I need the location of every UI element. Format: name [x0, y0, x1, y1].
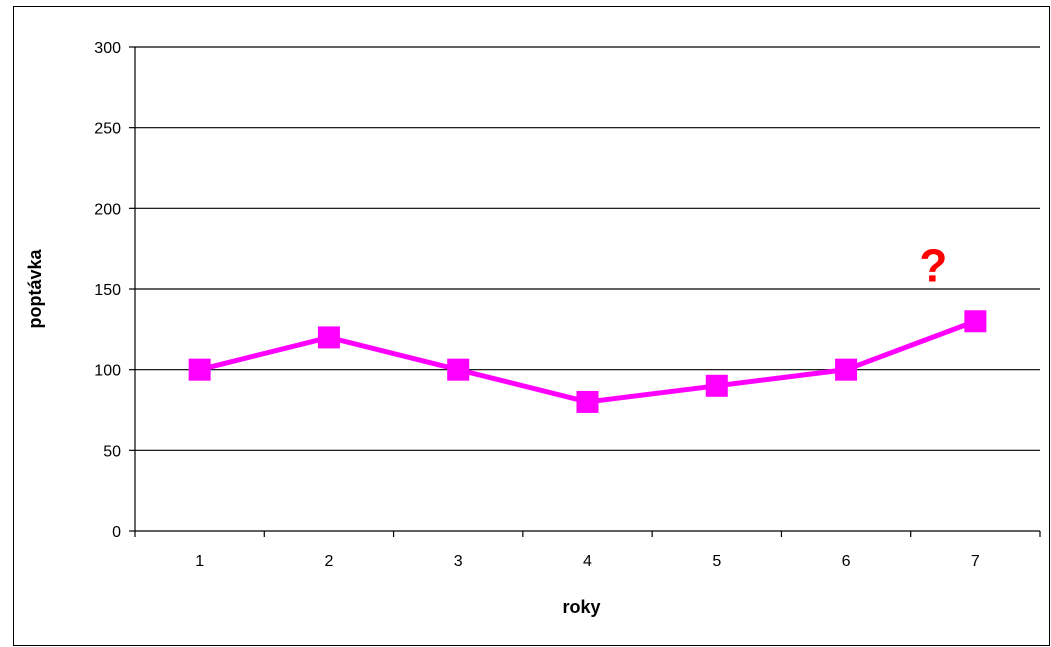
x-tick-label: 7 — [971, 553, 980, 570]
data-point-marker — [188, 358, 211, 381]
x-tick-label: 3 — [454, 553, 463, 570]
y-tick-label: 0 — [112, 524, 121, 541]
series-demand — [188, 310, 987, 413]
y-tick-label: 50 — [103, 443, 121, 460]
gridlines — [135, 46, 1040, 451]
series-line — [199, 318, 977, 405]
data-point-marker — [576, 390, 599, 413]
axes — [129, 46, 1041, 537]
x-tick-label: 6 — [842, 553, 851, 570]
x-tick-label: 4 — [583, 553, 592, 570]
labels: 0 50 100 150 200 250 300 1 2 3 4 5 6 7 roky poptávka? — [25, 40, 980, 617]
x-tick-label: 5 — [712, 553, 721, 570]
data-point-marker — [317, 326, 340, 349]
question-mark-annotation: ? — [919, 239, 947, 291]
y-tick-label: 300 — [94, 40, 121, 57]
y-tick-label: 100 — [94, 363, 121, 380]
data-point-marker — [447, 358, 470, 381]
data-point-marker — [705, 374, 728, 397]
x-tick-label: 1 — [195, 553, 204, 570]
data-point-marker — [964, 310, 987, 333]
y-tick-label: 150 — [94, 282, 121, 299]
x-axis-title: roky — [562, 597, 600, 617]
y-axis-title: poptávka — [25, 249, 45, 329]
data-point-marker — [835, 358, 858, 381]
x-tick-label: 2 — [324, 553, 333, 570]
y-tick-label: 250 — [94, 121, 121, 138]
chart-frame — [13, 6, 1050, 646]
y-tick-label: 200 — [94, 201, 121, 218]
